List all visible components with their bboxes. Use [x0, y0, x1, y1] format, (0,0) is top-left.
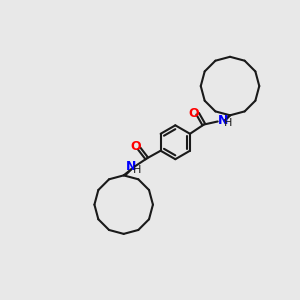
Text: H: H: [134, 165, 142, 175]
Text: H: H: [224, 118, 233, 128]
Text: O: O: [188, 106, 199, 119]
Text: O: O: [131, 140, 141, 153]
Text: N: N: [126, 160, 136, 173]
Text: N: N: [218, 114, 228, 127]
